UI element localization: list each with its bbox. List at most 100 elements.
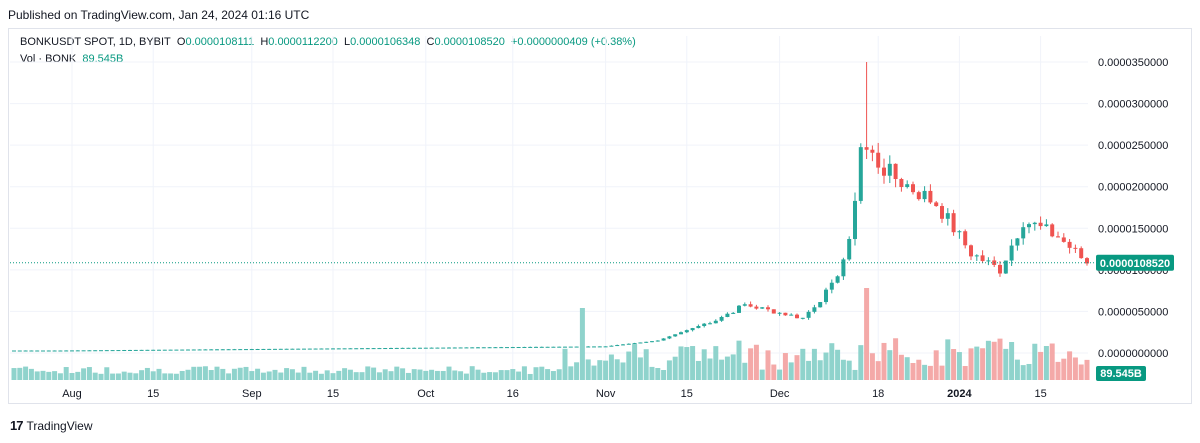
candle-body: [232, 349, 237, 351]
candle-body: [795, 314, 799, 319]
volume-bar: [115, 373, 121, 380]
candle-body: [331, 348, 335, 350]
candles-group: [12, 62, 1089, 352]
volume-bar: [434, 370, 440, 380]
footer-brand[interactable]: TradingView: [26, 418, 93, 433]
candle-body: [876, 152, 881, 168]
x-tick-label: 2024: [947, 388, 972, 400]
candle-body: [273, 348, 277, 350]
candle-body: [928, 190, 933, 203]
volume-bar: [394, 366, 400, 380]
volume-bar: [655, 367, 661, 380]
candle-body: [1050, 224, 1055, 237]
volume-bar: [353, 372, 359, 380]
candle-body: [70, 350, 74, 352]
candle-body: [667, 336, 672, 339]
x-tick-label: Sep: [242, 388, 262, 400]
volume-group: [11, 288, 1090, 380]
candle-body: [261, 348, 266, 350]
tradingview-logo-icon: 17: [10, 418, 24, 433]
volume-bar: [28, 368, 34, 380]
candle-body: [151, 349, 156, 351]
candle-body: [75, 350, 80, 352]
volume-bar: [684, 347, 690, 380]
volume-bar: [336, 370, 342, 380]
candle-body: [841, 259, 846, 277]
volume-bar: [231, 368, 237, 380]
candle-body: [23, 350, 28, 352]
candle-body: [760, 307, 765, 309]
volume-bar: [980, 348, 986, 380]
volume-bar: [249, 371, 255, 380]
candle-body: [632, 343, 637, 345]
candle-body: [899, 179, 904, 188]
candle-body: [46, 350, 51, 352]
volume-bar: [255, 368, 261, 380]
candle-body: [934, 202, 939, 207]
volume-bar: [550, 371, 556, 380]
volume-bar: [179, 370, 185, 380]
candle-body: [278, 348, 283, 350]
volume-bar: [579, 308, 585, 380]
candle-body: [766, 307, 770, 310]
candle-body: [447, 347, 451, 349]
candle-body: [52, 350, 57, 352]
volume-bar: [452, 370, 458, 380]
volume-bar: [202, 366, 208, 380]
volume-bar: [748, 348, 754, 380]
high-value: 0.0000112200: [268, 36, 338, 48]
candle-body: [563, 346, 567, 348]
volume-bar: [695, 360, 701, 380]
candle-body: [696, 326, 701, 329]
volume-bar: [666, 360, 672, 380]
candle-body: [557, 346, 562, 348]
volume-bar: [1026, 363, 1032, 380]
last-price-label: 0.0000108520: [1100, 258, 1170, 270]
volume-bar: [626, 351, 632, 380]
candle-body: [1061, 237, 1066, 242]
volume-bar: [974, 346, 980, 380]
volume-bar: [788, 362, 794, 380]
x-tick-label: 18: [872, 388, 884, 400]
candle-body: [835, 276, 840, 283]
volume-bar: [1055, 361, 1061, 380]
volume-bar: [922, 364, 928, 380]
volume-bar: [846, 360, 852, 380]
candle-body: [708, 323, 712, 325]
candle-body: [922, 190, 927, 200]
volume-bar: [707, 358, 713, 380]
volume-bar: [168, 373, 174, 380]
candle-body: [1079, 248, 1084, 259]
candle-body: [81, 350, 86, 352]
x-tick-label: 15: [327, 388, 339, 400]
close-value: 0.0000108520: [434, 36, 505, 48]
volume-bar: [284, 368, 290, 380]
volume-bar: [121, 371, 127, 380]
symbol-label[interactable]: BONKUSDT SPOT, 1D, BYBIT: [20, 36, 171, 48]
candle-body: [58, 350, 63, 352]
candle-body: [969, 245, 973, 257]
volume-bar: [17, 367, 23, 380]
volume-bar: [104, 367, 110, 380]
candle-body: [162, 349, 167, 351]
candle-body: [244, 349, 248, 351]
volume-bar: [98, 373, 104, 380]
footer: 17 TradingView: [10, 418, 93, 433]
volume-bar: [295, 372, 301, 380]
volume-bar: [46, 371, 52, 380]
volume-bar: [887, 350, 893, 380]
volume-bar: [539, 366, 545, 380]
candle-body: [684, 330, 689, 333]
volume-bar: [492, 372, 498, 380]
volume-bar: [214, 366, 220, 380]
volume-bar: [1061, 358, 1067, 380]
candle-body: [29, 350, 34, 352]
volume-bar: [347, 369, 353, 380]
candle-body: [638, 342, 643, 344]
volume-bar: [597, 360, 603, 380]
volume-bar: [1072, 357, 1078, 380]
last-volume-label: 89.545B: [1100, 368, 1142, 380]
volume-bar: [945, 339, 951, 380]
candle-body: [545, 346, 550, 348]
